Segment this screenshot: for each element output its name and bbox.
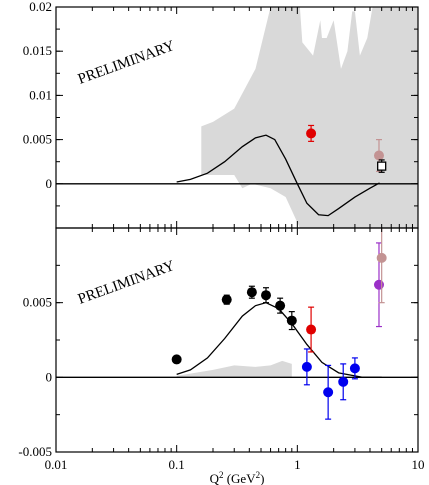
bottom-point-8: [323, 387, 334, 398]
bottom-xtick-label-3: 10: [412, 457, 425, 472]
bottom-point-7: [301, 361, 312, 372]
bottom-point-10: [349, 363, 360, 374]
bottom-annotation: PRELIMINARY: [76, 258, 177, 308]
bottom-frame: [55, 227, 419, 453]
bottom-point-2: [246, 287, 257, 298]
bottom-xtick-label-1: 0.1: [169, 457, 185, 472]
top-plot-area: [56, 7, 418, 228]
top-ytick-label-2: 0.01: [29, 87, 52, 102]
top-curve: [176, 134, 380, 217]
bottom-point-0: [171, 354, 182, 365]
bottom-point-9: [338, 376, 349, 387]
bottom-point-4: [275, 300, 286, 311]
top-ytick-label-3: 0.015: [23, 43, 52, 58]
bottom-xtick-label-2: 1: [294, 457, 301, 472]
x-axis-label-superscript: 2: [256, 470, 261, 480]
bottom-plot-area: [56, 228, 418, 420]
bottom-point-11: [373, 279, 384, 290]
bottom-point-1: [221, 294, 232, 305]
top-annotation: PRELIMINARY: [76, 38, 177, 88]
top-point-2: [377, 161, 387, 171]
bottom-point-12: [376, 252, 387, 263]
bottom-curve: [176, 301, 382, 378]
bottom-point-3: [261, 290, 272, 301]
bottom-band: [176, 360, 292, 378]
x-axis-label-superscript: 2: [219, 470, 224, 480]
x-axis-label: Q2 (GeV2): [210, 470, 265, 485]
bottom-point-5: [286, 315, 297, 326]
top-band: [201, 7, 418, 228]
top-ytick-label-0: 0: [46, 176, 53, 191]
bottom-point-6: [306, 324, 317, 335]
top-ytick-label-4: 0.02: [29, 0, 52, 14]
bottom-ytick-label-0: -0.005: [18, 444, 52, 459]
top-point-0: [306, 128, 317, 139]
x-axis-label-part: (GeV: [223, 471, 256, 485]
x-axis-label-part: ): [260, 471, 264, 485]
top-point-1: [373, 150, 384, 161]
top-ytick-label-1: 0.005: [23, 132, 52, 147]
x-axis-label-part: Q: [210, 471, 220, 485]
bottom-ytick-label-2: 0.005: [23, 295, 52, 310]
bottom-xtick-label-0: 0.01: [45, 457, 68, 472]
bottom-ytick-label-1: 0: [46, 369, 53, 384]
